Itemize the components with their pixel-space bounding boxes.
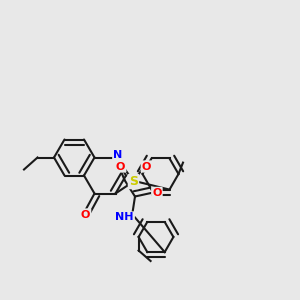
Text: O: O xyxy=(116,161,125,172)
Text: S: S xyxy=(129,175,138,188)
Text: O: O xyxy=(152,188,162,198)
Text: O: O xyxy=(142,161,151,172)
Text: N: N xyxy=(113,150,122,160)
Text: O: O xyxy=(81,209,90,220)
Text: NH: NH xyxy=(115,212,134,223)
